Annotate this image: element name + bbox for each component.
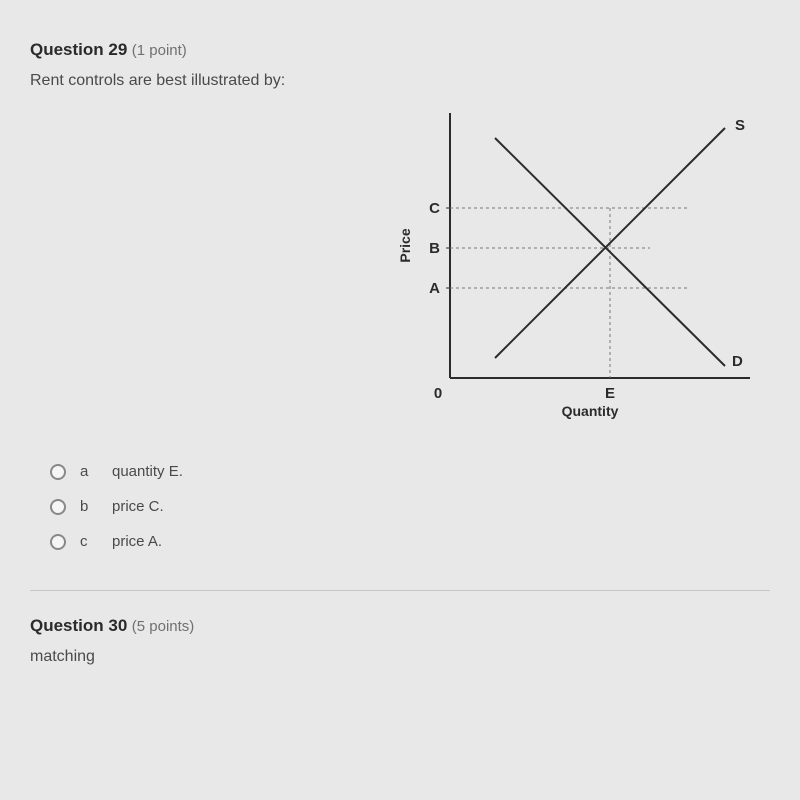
divider (30, 590, 770, 591)
svg-text:C: C (429, 200, 440, 217)
svg-text:A: A (429, 280, 440, 297)
supply-demand-chart: C B A S D 0 EQuantity Price (380, 98, 760, 433)
option-b[interactable]: b price C. (50, 498, 770, 515)
option-a[interactable]: a quantity E. (50, 463, 770, 480)
content-row: C B A S D 0 EQuantity Price (30, 98, 770, 433)
option-letter: b (80, 498, 98, 515)
svg-text:E: E (605, 385, 615, 402)
question-header: Question 29 (1 point) (30, 40, 770, 60)
question-prompt: matching (30, 648, 770, 666)
question-number: Question 29 (30, 40, 127, 59)
answer-options: a quantity E. b price C. c price A. (30, 463, 770, 550)
svg-text:D: D (732, 353, 743, 370)
option-letter: c (80, 533, 98, 550)
radio-icon[interactable] (50, 499, 66, 515)
question-prompt: Rent controls are best illustrated by: (30, 72, 770, 90)
svg-text:B: B (429, 240, 440, 257)
option-text: price C. (112, 498, 164, 515)
question-30-header: Question 30 (5 points) matching (30, 616, 770, 666)
svg-text:Price: Price (397, 228, 413, 262)
option-text: quantity E. (112, 463, 183, 480)
option-c[interactable]: c price A. (50, 533, 770, 550)
option-letter: a (80, 463, 98, 480)
svg-text:Quantity: Quantity (562, 403, 619, 419)
svg-text:0: 0 (434, 385, 442, 402)
radio-icon[interactable] (50, 534, 66, 550)
question-number: Question 30 (30, 616, 127, 635)
option-text: price A. (112, 533, 162, 550)
question-points: (1 point) (132, 42, 187, 59)
radio-icon[interactable] (50, 464, 66, 480)
question-points: (5 points) (132, 618, 195, 635)
svg-text:S: S (735, 117, 745, 134)
